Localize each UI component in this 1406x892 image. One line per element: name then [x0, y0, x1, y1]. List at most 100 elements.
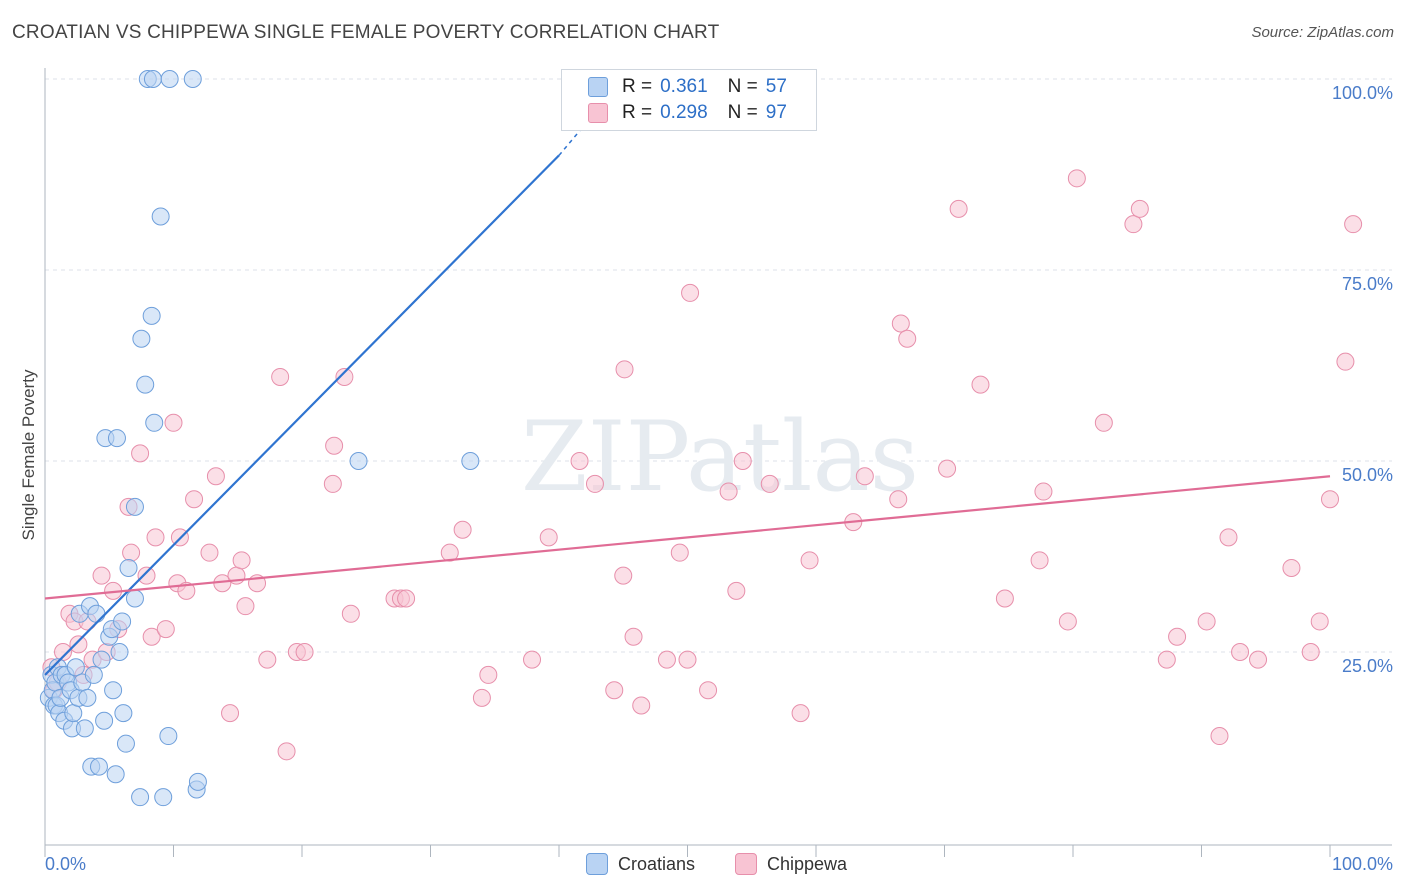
r-label: R = [622, 102, 653, 123]
chippewa-point [615, 360, 634, 379]
chippewa-point [1094, 413, 1113, 432]
croatians-point [131, 788, 150, 807]
legend-row-chippewa: R = 0.298 N = 97 [588, 100, 787, 126]
croatians-point [125, 589, 144, 608]
chippewa-point [1157, 650, 1176, 669]
chippewa-point [131, 444, 150, 463]
chippewa-point [221, 704, 240, 723]
chippewa-point [1321, 490, 1339, 509]
chippewa-point [891, 314, 910, 333]
legend-row-croatians: R = 0.361 N = 57 [588, 74, 787, 100]
chippewa-point [678, 650, 697, 669]
chippewa-point [1034, 482, 1053, 501]
croatians-swatch [588, 77, 608, 97]
chippewa-point [164, 413, 183, 432]
croatians-point [160, 70, 179, 88]
croatians-point [92, 650, 111, 669]
chippewa-point [200, 543, 219, 562]
croatians-point [116, 734, 135, 753]
chippewa-point [1058, 612, 1077, 631]
chippewa-point [624, 627, 643, 646]
chippewa-point [657, 650, 676, 669]
chippewa-point [232, 551, 251, 570]
chippewa-point [236, 597, 255, 616]
legend-item-croatians: Croatians [586, 852, 695, 876]
croatians-point [89, 757, 108, 776]
chippewa-point [585, 474, 604, 493]
chippewa-point [971, 375, 990, 394]
chippewa-point [605, 681, 624, 700]
chart-title: CROATIAN VS CHIPPEWA SINGLE FEMALE POVER… [12, 22, 720, 43]
legend-label: Croatians [618, 853, 696, 874]
croatians-point [142, 306, 161, 325]
chippewa-point [295, 643, 314, 661]
chippewa-point [1249, 650, 1268, 669]
croatians-trend-line [44, 154, 560, 676]
chippewa-point [898, 329, 917, 348]
croatians-point [132, 329, 151, 348]
croatians-point [349, 452, 368, 470]
chippewa-point [323, 474, 342, 493]
chippewa-point [1130, 199, 1149, 218]
chippewa-point [1336, 352, 1355, 371]
chippewa-point [938, 459, 957, 478]
chippewa-point [185, 490, 204, 509]
croatians-point [84, 665, 103, 684]
croatians-point [95, 711, 114, 730]
croatians-point [159, 727, 178, 746]
chippewa-point [800, 551, 819, 570]
croatians-point [461, 452, 480, 470]
chippewa-point [1310, 612, 1329, 631]
chippewa-point [1067, 169, 1086, 188]
y-tick-label: 50.0% [1342, 465, 1393, 485]
chippewa-point [614, 566, 633, 585]
croatians-swatch [586, 853, 608, 875]
croatians-point [75, 719, 94, 738]
chippewa-trend-line [44, 475, 1331, 600]
chippewa-point [206, 467, 225, 486]
chippewa-point [472, 688, 491, 707]
chippewa-point [1197, 612, 1216, 631]
croatians-point [66, 658, 85, 677]
y-tick-label: 100.0% [1332, 83, 1393, 103]
chippewa-point [258, 650, 277, 669]
chippewa-point [733, 452, 752, 470]
chippewa-point [1168, 627, 1187, 646]
chippewa-point [440, 543, 459, 562]
croatians-point [64, 704, 83, 723]
chippewa-point [760, 474, 779, 493]
croatians-point [125, 497, 144, 516]
chippewa-swatch [588, 103, 608, 123]
croatians-point [104, 681, 123, 700]
n-value: 97 [765, 102, 787, 123]
chippewa-point [122, 543, 141, 562]
croatians-point [113, 612, 132, 631]
chippewa-point [69, 635, 88, 654]
chippewa-point [177, 581, 196, 600]
chippewa-point [397, 589, 416, 608]
chippewa-point [137, 566, 156, 585]
r-value: 0.361 [660, 76, 708, 97]
chippewa-point [325, 436, 344, 455]
croatians-point [154, 788, 173, 807]
chippewa-point [995, 589, 1014, 608]
chippewa-point [341, 604, 360, 623]
chippewa-point [632, 696, 651, 715]
chippewa-point [479, 665, 498, 684]
croatians-point [110, 643, 129, 661]
chippewa-point [271, 367, 290, 386]
chippewa-point [949, 199, 968, 218]
chippewa-point [1210, 727, 1229, 746]
croatians-point [145, 413, 164, 432]
x-tick-label: 100.0% [1332, 854, 1393, 874]
croatians-point [106, 765, 125, 784]
y-axis-label: Single Female Poverty [19, 369, 38, 541]
chippewa-point [889, 490, 908, 509]
chippewa-point [719, 482, 738, 501]
chippewa-point [791, 704, 810, 723]
croatians-point [188, 772, 207, 791]
chippewa-point [670, 543, 689, 562]
chippewa-point [277, 742, 296, 761]
croatians-point [107, 429, 126, 448]
chippewa-swatch [735, 853, 757, 875]
